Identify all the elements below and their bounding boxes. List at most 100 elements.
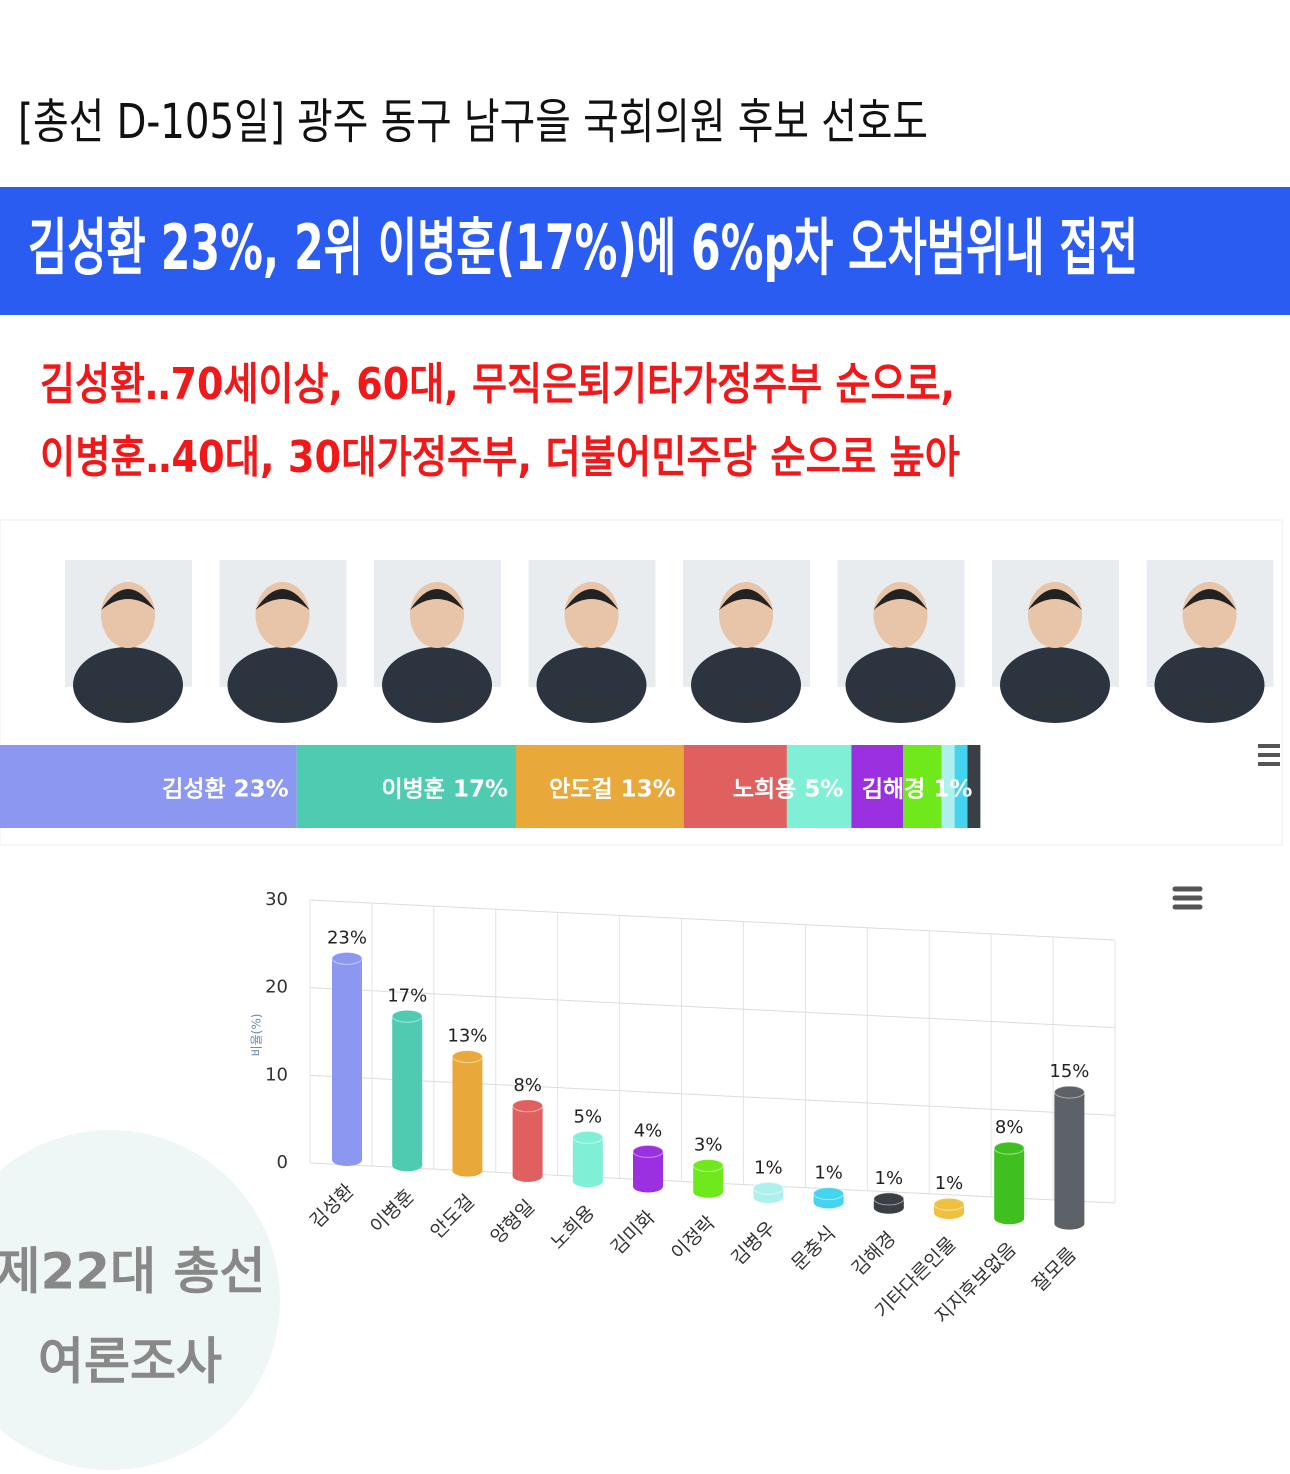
grid-line (309, 1074, 1116, 1116)
value-label: 1% (814, 1163, 843, 1184)
bar-bottom (633, 1180, 663, 1193)
x-tick-label: 김성환 (306, 1180, 359, 1233)
segment-label: 안도걸 13% (549, 776, 676, 802)
headline: 김성환 23%, 2위 이병훈(17%)에 6%p차 오차범위내 접전 (28, 211, 1138, 284)
photo-body (1154, 647, 1265, 723)
bar-body (512, 1105, 543, 1176)
x-tick-label: 잘모름 (1028, 1243, 1081, 1296)
photo-hair (410, 589, 464, 610)
photo-body (691, 647, 801, 723)
x-tick-label: 김병우 (727, 1217, 780, 1270)
photo-body (1000, 647, 1110, 723)
menu-icon[interactable] (1258, 744, 1280, 766)
bar-bottom (994, 1212, 1025, 1225)
bar-bottom (392, 1159, 423, 1172)
bar (933, 1197, 965, 1219)
bar-segment (851, 745, 903, 828)
title: [총선 D-105일] 광주 동구 남구을 국회의원 후보 선호도 (18, 94, 928, 150)
bar-bottom (332, 1154, 362, 1166)
x-tick-label: 김미화 (607, 1206, 660, 1259)
bar-bottom (452, 1164, 483, 1177)
bar-top (632, 1144, 664, 1158)
x-tick-label: 양형일 (486, 1196, 539, 1249)
value-label: 4% (634, 1120, 663, 1141)
bar-body (1054, 1092, 1085, 1224)
x-tick-label: 김해경 (848, 1228, 901, 1281)
bar (1053, 1085, 1085, 1230)
x-tick-label: 안도걸 (426, 1190, 479, 1243)
candidate-name: 이병훈 (256, 696, 308, 718)
value-label: 17% (387, 985, 427, 1006)
bar-body (452, 1056, 483, 1171)
segment-label: 김해경 1% (862, 776, 973, 802)
photo-hair (101, 589, 155, 610)
headline-band (0, 187, 1290, 315)
segment-name: 안도걸 (549, 776, 612, 802)
grid-line (309, 899, 1116, 941)
candidate-name: 김미화 (874, 696, 926, 718)
bar (813, 1187, 845, 1209)
value-label: 1% (875, 1168, 904, 1189)
subheadline: 이병훈‥40대, 30대가정주부, 더불어민주당 순으로 높아 (40, 432, 960, 483)
bar-segment (786, 745, 852, 828)
x-tick-label: 노희용 (547, 1201, 600, 1254)
badge-text: 제22대 총선 (0, 1243, 266, 1301)
bar (632, 1144, 664, 1193)
photo-body (382, 647, 492, 723)
y-tick-label: 20 (265, 977, 288, 998)
candidate-name: 김성환 (102, 696, 154, 718)
y-axis-title: 비율(%) (250, 1014, 264, 1057)
bar-segment (941, 745, 955, 828)
photo-hair (1028, 589, 1082, 610)
bar-body (332, 958, 362, 1160)
segment-value: 13% (621, 776, 676, 802)
value-label: 8% (513, 1075, 542, 1096)
photo-hair (255, 589, 310, 610)
bar (752, 1181, 784, 1204)
bar-top (1053, 1085, 1085, 1099)
value-label: 23% (327, 927, 367, 948)
bar-bottom (873, 1201, 904, 1214)
bar-top (331, 951, 363, 965)
bar (512, 1099, 544, 1182)
segment-label: 김성환 23% (162, 776, 289, 802)
photo-hair (1182, 589, 1237, 610)
bar (572, 1130, 604, 1188)
candidate-name: 노희용 (720, 696, 772, 718)
bar-segment (967, 745, 981, 828)
bar-top (451, 1050, 483, 1064)
bar-body (572, 1137, 603, 1182)
subheadline: 김성환‥70세이상, 60대, 무직은퇴기타가정주부 순으로, (40, 359, 955, 410)
bar-top (933, 1197, 965, 1211)
segment-label: 노희용 5% (733, 776, 844, 802)
bar-body (392, 1016, 423, 1166)
bar-top (752, 1181, 784, 1195)
segment-name: 김해경 (862, 776, 925, 802)
value-label: 3% (694, 1135, 723, 1156)
bar-body (994, 1148, 1025, 1219)
bar-top (993, 1141, 1025, 1155)
x-tick-label: 이병훈 (366, 1185, 419, 1238)
bar (993, 1141, 1025, 1225)
menu-icon[interactable] (1172, 886, 1203, 910)
segment-name: 노희용 (733, 776, 796, 802)
candidate-name: 안도걸 (411, 696, 463, 718)
x-tick-label: 이정락 (667, 1212, 720, 1265)
segment-name: 이병훈 (381, 776, 444, 802)
panel (0, 519, 1283, 846)
bar-segment (683, 745, 787, 828)
segment-value: 5% (804, 776, 843, 802)
photo-body (845, 647, 956, 723)
photo-body (73, 647, 183, 723)
segment-value: 1% (933, 776, 972, 802)
bar-bottom (753, 1191, 784, 1204)
bar-top (813, 1187, 845, 1201)
bar-top (512, 1099, 544, 1113)
bar-bottom (813, 1196, 844, 1209)
bar (331, 951, 363, 1166)
bar-segment (0, 745, 297, 828)
bar-top (873, 1192, 905, 1206)
bar-bottom (512, 1169, 543, 1182)
value-label: 8% (995, 1117, 1024, 1138)
